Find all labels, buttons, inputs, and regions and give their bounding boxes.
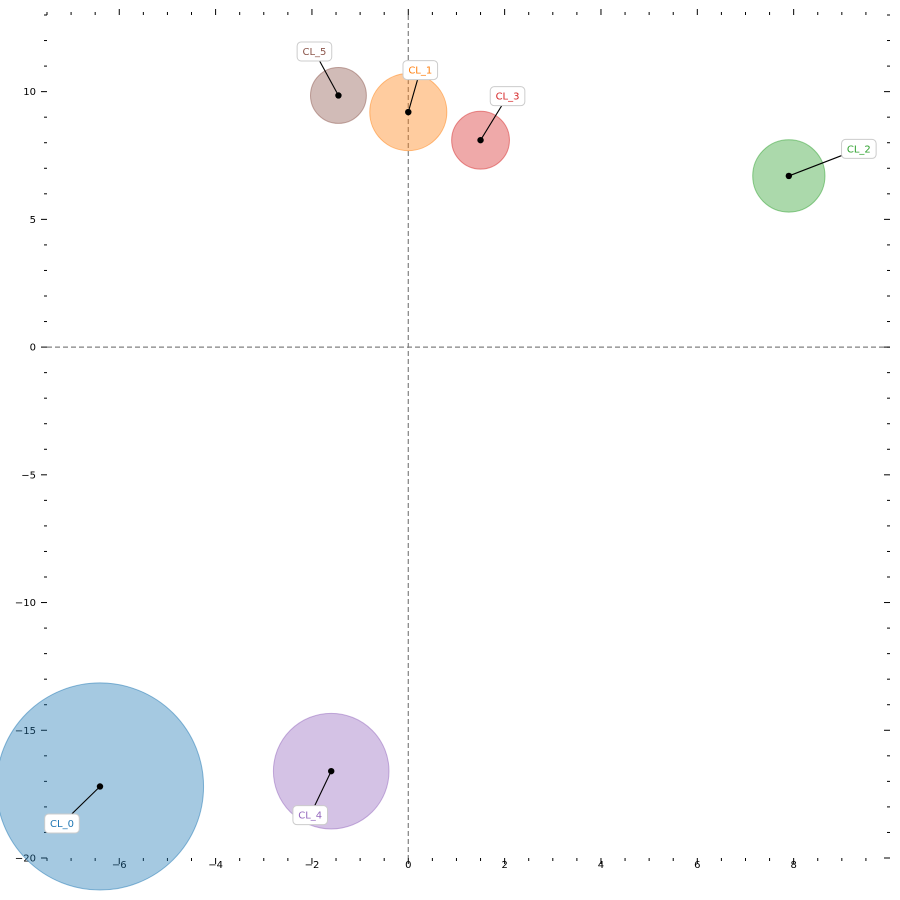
cluster-label: CL_5 — [302, 47, 326, 58]
cluster-points — [0, 67, 826, 891]
y-tick-label: 5 — [30, 215, 36, 226]
x-tick-label: −6 — [112, 860, 127, 871]
x-tick-label: 2 — [501, 860, 507, 871]
label-box — [489, 86, 526, 107]
y-tick-label: −15 — [15, 726, 36, 737]
x-tick-label: −4 — [208, 860, 223, 871]
cluster-label: CL_4 — [298, 811, 322, 822]
x-tick-label: 8 — [790, 860, 796, 871]
x-tick-label: 6 — [694, 860, 700, 871]
x-tick-label: 0 — [405, 860, 411, 871]
y-tick-label: −5 — [21, 470, 36, 481]
x-tick-label: −2 — [305, 860, 320, 871]
cluster-label: CL_0 — [50, 819, 74, 830]
label-box — [841, 138, 877, 159]
cluster-labels: CL_0 CL_1 CL_2 CL_3 CL_4 CL_5 — [44, 41, 877, 834]
label-box — [296, 41, 333, 62]
x-tick-label: 4 — [598, 860, 604, 871]
reference-lines — [47, 15, 890, 858]
cluster-label: CL_1 — [408, 66, 432, 77]
label-box — [44, 813, 80, 834]
y-tick-label: −10 — [15, 598, 36, 609]
y-tick-label: 10 — [23, 87, 36, 98]
label-box — [402, 60, 439, 81]
y-tick-label: 0 — [30, 343, 36, 354]
cluster-label: CL_3 — [496, 92, 520, 103]
label-box — [292, 805, 329, 826]
cluster-label: CL_2 — [847, 144, 871, 155]
